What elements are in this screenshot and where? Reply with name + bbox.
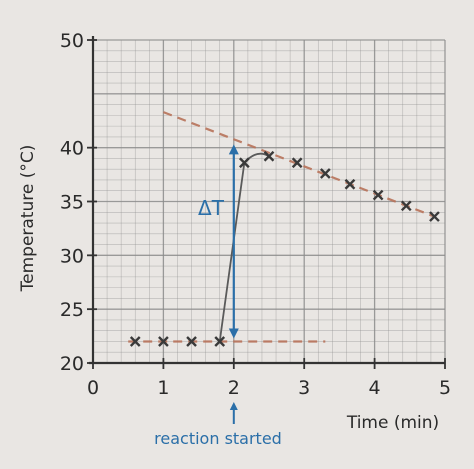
data-point-marker: [214, 336, 226, 347]
marker-stroke: [239, 157, 250, 169]
x-tick-label: 1: [157, 377, 169, 399]
x-axis-label: Time (min): [346, 413, 439, 433]
marker-stroke: [186, 336, 197, 347]
data-point-marker: [319, 168, 331, 179]
y-tick-label: 30: [60, 245, 84, 267]
x-tick-label: 4: [369, 377, 381, 399]
extrapolation-line: [163, 111, 435, 218]
x-tick-label: 3: [298, 377, 310, 399]
data-point-marker: [344, 178, 356, 190]
y-tick-label: 25: [60, 299, 84, 321]
marker-stroke: [214, 336, 226, 347]
reaction-started-label: reaction started: [154, 429, 282, 448]
annotations: [228, 144, 239, 424]
marker-stroke: [372, 189, 384, 201]
data-markers: [129, 150, 440, 347]
marker-stroke: [319, 168, 331, 179]
tick-labels: 0 1 2 3 4 5 20 25 30 35 40 50: [60, 30, 451, 399]
y-tick-label: 50: [60, 30, 84, 52]
data-point-marker: [400, 200, 412, 212]
x-tick-label: 0: [87, 377, 99, 399]
marker-stroke: [429, 211, 440, 222]
reaction-started-arrowhead: [229, 402, 238, 410]
extrapolation-lines: [128, 111, 435, 343]
delta-t-arrowhead-top: [228, 144, 239, 155]
data-point-marker: [429, 211, 440, 222]
delta-t-arrowhead-bottom: [228, 328, 239, 339]
marker-stroke: [291, 157, 303, 169]
data-point-marker: [158, 336, 169, 347]
marker-stroke: [129, 336, 141, 347]
marker-stroke: [400, 200, 412, 212]
y-axis-label: Temperature (°C): [18, 145, 38, 293]
marker-stroke: [263, 150, 275, 162]
x-tick-label: 5: [439, 377, 451, 399]
y-tick-label: 35: [60, 192, 84, 214]
data-point-marker: [372, 189, 384, 201]
data-point-marker: [239, 157, 250, 169]
data-point-marker: [291, 157, 303, 169]
x-tick-label: 2: [228, 377, 240, 399]
y-tick-label: 20: [60, 353, 84, 375]
marker-stroke: [344, 178, 356, 190]
y-tick-label: 40: [60, 138, 84, 160]
data-point-marker: [186, 336, 197, 347]
marker-stroke: [158, 336, 169, 347]
delta-t-label: ΔT: [198, 196, 225, 220]
data-point-marker: [129, 336, 141, 347]
data-point-marker: [263, 150, 275, 162]
